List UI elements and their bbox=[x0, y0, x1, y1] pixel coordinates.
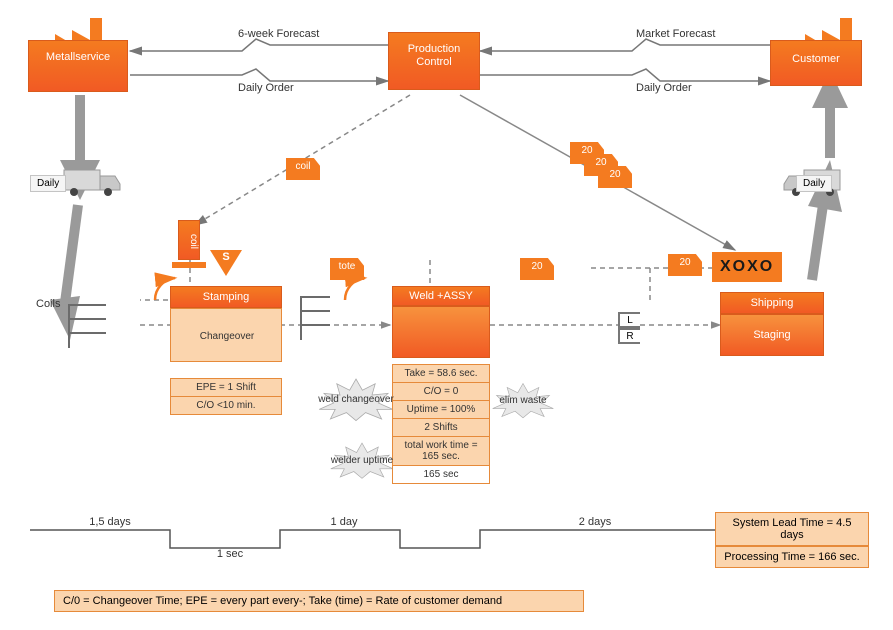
coil-post: coil bbox=[178, 220, 200, 260]
supplier-box: Metallservice bbox=[28, 40, 128, 92]
fifo-l: L bbox=[618, 312, 640, 328]
coil-post-base bbox=[172, 262, 206, 268]
weld-row-3: 2 Shifts bbox=[393, 418, 489, 436]
burst-elim-waste: elim waste bbox=[490, 380, 556, 420]
footnote: C/0 = Changeover Time; EPE = every part … bbox=[54, 590, 584, 612]
supermarket-ticks-mid bbox=[300, 296, 330, 340]
kanban-tote: tote bbox=[330, 258, 364, 280]
customer-ship-freq: Daily bbox=[796, 175, 832, 192]
burst-ew-label: elim waste bbox=[499, 395, 546, 406]
weld-row-5: 165 sec bbox=[393, 465, 489, 483]
burst-weld-changeover: weld changeover bbox=[316, 376, 396, 422]
stamping-row-0: EPE = 1 Shift bbox=[171, 379, 281, 396]
timeline-2: 1 sec bbox=[200, 548, 260, 560]
production-control-box: Production Control bbox=[388, 32, 480, 90]
customer-box: Customer bbox=[770, 40, 862, 86]
summary-proc: Processing Time = 166 sec. bbox=[715, 546, 869, 568]
shipping-title: Shipping bbox=[720, 292, 824, 314]
market-forecast: Market Forecast bbox=[636, 28, 715, 40]
burst-wc-label: weld changeover bbox=[318, 394, 394, 405]
weld-title: Weld +ASSY bbox=[392, 286, 490, 306]
kanban-coil-diag: coil bbox=[286, 158, 320, 180]
shipping-box: Shipping Staging bbox=[720, 292, 824, 356]
timeline-4: 2 days bbox=[560, 516, 630, 528]
supermarket-ticks-left bbox=[68, 304, 106, 348]
coil-post-label: coil bbox=[188, 234, 199, 249]
daily-order-customer: Daily Order bbox=[636, 82, 692, 94]
timeline-3: 1 day bbox=[314, 516, 374, 528]
fifo-lane: L R bbox=[618, 312, 640, 344]
forecast-pc-supplier: 6-week Forecast bbox=[238, 28, 319, 40]
stamping-data: EPE = 1 Shift C/O <10 min. bbox=[170, 378, 282, 415]
stamping-title: Stamping bbox=[170, 286, 282, 308]
pc-label: Production Control bbox=[408, 43, 461, 68]
stamping-row-1: C/O <10 min. bbox=[171, 396, 281, 414]
kanban-stack-3: 20 bbox=[598, 166, 632, 188]
supplier-label: Metallservice bbox=[46, 51, 110, 63]
shipping-sub: Staging bbox=[720, 314, 824, 356]
kanban-20-mid: 20 bbox=[520, 258, 554, 280]
coils-label: Coils bbox=[36, 298, 60, 310]
burst-wu-label: welder uptime bbox=[331, 455, 393, 466]
fifo-r: R bbox=[618, 328, 640, 344]
stamping-burst-label: Changeover bbox=[200, 331, 254, 342]
xoxo-box: XOXO bbox=[712, 252, 782, 282]
weld-data: Take = 58.6 sec. C/O = 0 Uptime = 100% 2… bbox=[392, 364, 490, 484]
kanban-20-right: 20 bbox=[668, 254, 702, 276]
customer-label: Customer bbox=[792, 53, 840, 65]
weld-row-2: Uptime = 100% bbox=[393, 400, 489, 418]
weld-box: Weld +ASSY bbox=[392, 286, 490, 358]
weld-row-1: C/O = 0 bbox=[393, 382, 489, 400]
weld-row-0: Take = 58.6 sec. bbox=[393, 365, 489, 382]
timeline-1: 1,5 days bbox=[70, 516, 150, 528]
daily-order-supplier: Daily Order bbox=[238, 82, 294, 94]
supermarket-letter: S bbox=[218, 251, 234, 263]
stamping-burst: Changeover bbox=[181, 315, 273, 357]
weld-row-4: total work time = 165 sec. bbox=[393, 436, 489, 465]
burst-welder-uptime: welder uptime bbox=[328, 440, 396, 480]
stamping-box: Stamping Changeover bbox=[170, 286, 282, 362]
summary-lead: System Lead Time = 4.5 days bbox=[715, 512, 869, 546]
supplier-ship-freq: Daily bbox=[30, 175, 66, 192]
